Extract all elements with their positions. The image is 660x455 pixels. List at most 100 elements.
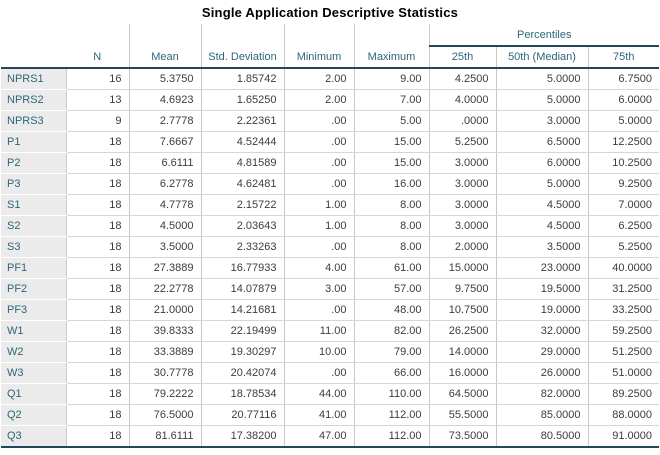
header-blank-stddev xyxy=(200,24,284,46)
cell-value: 2.03643 xyxy=(200,215,284,237)
cell-value: 6.2500 xyxy=(587,215,660,237)
cell-value: 3.00 xyxy=(283,278,354,300)
table-header: Percentiles N Mean Std. Deviation Minimu… xyxy=(1,24,660,69)
cell-value: 4.5000 xyxy=(128,215,201,237)
cell-value: 8.00 xyxy=(353,194,429,216)
cell-value: 18 xyxy=(65,152,129,174)
column-header-50th-median: 50th (Median) xyxy=(495,46,588,69)
row-label: NPRS3 xyxy=(1,110,66,132)
cell-value: 44.00 xyxy=(283,383,354,405)
row-label: PF3 xyxy=(1,299,66,321)
cell-value: 16.0000 xyxy=(428,362,496,384)
cell-value: 27.3889 xyxy=(128,257,201,279)
row-label: W1 xyxy=(1,320,66,342)
cell-value: 2.0000 xyxy=(428,236,496,258)
cell-value: 4.81589 xyxy=(200,152,284,174)
cell-value: 82.0000 xyxy=(495,383,588,405)
cell-value: 33.2500 xyxy=(587,299,660,321)
cell-value: 16.00 xyxy=(353,173,429,195)
cell-value: 88.0000 xyxy=(587,404,660,426)
column-header-n: N xyxy=(66,46,129,69)
table-row: Q2 18 76.5000 20.77116 41.00 112.00 55.5000 85.… xyxy=(1,404,660,426)
table-body: NPRS1 16 5.3750 1.85742 2.00 9.00 4.2500 5.0000… xyxy=(1,68,660,448)
cell-value: 82.00 xyxy=(353,320,429,342)
row-label: S2 xyxy=(1,215,66,237)
cell-value: 3.0000 xyxy=(428,194,496,216)
table-row: PF2 18 22.2778 14.07879 3.00 57.00 9.7500 19.50… xyxy=(1,278,660,300)
row-label: Q3 xyxy=(1,425,66,448)
cell-value: 26.0000 xyxy=(495,362,588,384)
cell-value: 19.30297 xyxy=(200,341,284,363)
cell-value: 18 xyxy=(65,194,129,216)
cell-value: 61.00 xyxy=(353,257,429,279)
cell-value: 13 xyxy=(65,89,129,111)
row-label: P2 xyxy=(1,152,66,174)
cell-value: 15.00 xyxy=(353,131,429,153)
cell-value: 6.0000 xyxy=(495,152,588,174)
table-row: Q3 18 81.6111 17.38200 47.00 112.00 73.5000 80.… xyxy=(1,425,660,448)
cell-value: 2.00 xyxy=(283,89,354,111)
row-label: P3 xyxy=(1,173,66,195)
cell-value: 51.2500 xyxy=(587,341,660,363)
cell-value: 18 xyxy=(65,341,129,363)
cell-value: 10.7500 xyxy=(428,299,496,321)
cell-value: 40.0000 xyxy=(587,257,660,279)
cell-value: 9.00 xyxy=(353,68,429,90)
cell-value: 32.0000 xyxy=(495,320,588,342)
header-labels-row: N Mean Std. Deviation Minimum Maximum 25… xyxy=(1,46,660,69)
cell-value: 10.2500 xyxy=(587,152,660,174)
cell-value: 5.0000 xyxy=(587,110,660,132)
cell-value: 18 xyxy=(65,383,129,405)
stub-header-cell xyxy=(1,24,66,69)
cell-value: 5.0000 xyxy=(495,68,588,90)
cell-value: 5.0000 xyxy=(495,173,588,195)
cell-value: 10.00 xyxy=(283,341,354,363)
cell-value: 4.52444 xyxy=(200,131,284,153)
row-label: Q2 xyxy=(1,404,66,426)
cell-value: 64.5000 xyxy=(428,383,496,405)
cell-value: 51.0000 xyxy=(587,362,660,384)
cell-value: 57.00 xyxy=(353,278,429,300)
cell-value: 33.3889 xyxy=(128,341,201,363)
row-label: PF1 xyxy=(1,257,66,279)
row-label: P1 xyxy=(1,131,66,153)
cell-value: 15.00 xyxy=(353,152,429,174)
cell-value: 18 xyxy=(65,215,129,237)
cell-value: 79.2222 xyxy=(128,383,201,405)
cell-value: 4.5000 xyxy=(495,215,588,237)
cell-value: 19.0000 xyxy=(495,299,588,321)
cell-value: 4.0000 xyxy=(428,89,496,111)
cell-value: 18 xyxy=(65,131,129,153)
cell-value: 6.0000 xyxy=(587,89,660,111)
row-label: W2 xyxy=(1,341,66,363)
cell-value: 22.2778 xyxy=(128,278,201,300)
cell-value: 3.0000 xyxy=(495,110,588,132)
column-header-minimum: Minimum xyxy=(283,46,354,69)
cell-value: 21.0000 xyxy=(128,299,201,321)
table-row: P2 18 6.6111 4.81589.00 15.00 3.0000 6.0000 10.… xyxy=(1,152,660,174)
header-blank-max xyxy=(353,24,429,46)
cell-value: 2.22361 xyxy=(200,110,284,132)
cell-value: 7.00 xyxy=(353,89,429,111)
row-label: PF2 xyxy=(1,278,66,300)
cell-value: 81.6111 xyxy=(128,425,201,448)
cell-value: .00 xyxy=(283,173,354,195)
cell-value: 6.6111 xyxy=(128,152,201,174)
cell-value: 112.00 xyxy=(353,404,429,426)
cell-value: .00 xyxy=(283,299,354,321)
cell-value: 20.42074 xyxy=(200,362,284,384)
cell-value: 59.2500 xyxy=(587,320,660,342)
table-row: PF1 18 27.3889 16.77933 4.00 61.00 15.0000 23.0… xyxy=(1,257,660,279)
cell-value: 3.0000 xyxy=(428,215,496,237)
cell-value: 5.2500 xyxy=(428,131,496,153)
cell-value: 16 xyxy=(65,68,129,90)
cell-value: 2.7778 xyxy=(128,110,201,132)
row-label: NPRS2 xyxy=(1,89,66,111)
cell-value: 4.7778 xyxy=(128,194,201,216)
cell-value: 4.00 xyxy=(283,257,354,279)
cell-value: 6.7500 xyxy=(587,68,660,90)
cell-value: 14.07879 xyxy=(200,278,284,300)
cell-value: .00 xyxy=(283,362,354,384)
percentiles-group-header: Percentiles xyxy=(428,24,660,47)
cell-value: 9.2500 xyxy=(587,173,660,195)
